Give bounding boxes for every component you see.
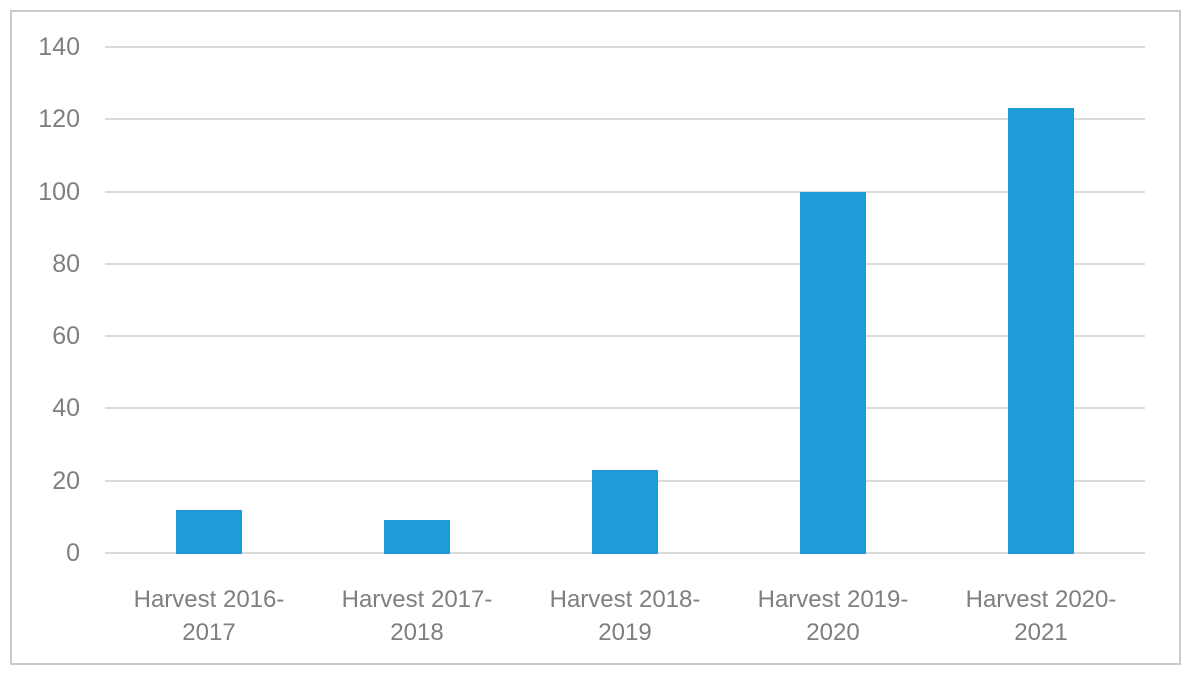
x-tick-label: Harvest 2020- 2021: [965, 586, 1117, 646]
bar-harvest-2019-2020: [800, 191, 866, 554]
y-tick-label: 80: [52, 249, 80, 278]
plot-area: 0 20 40 60 80 100 120 140 Harvest 2016- 2017 Harv…: [12, 12, 1179, 663]
gridline-y-40: [105, 407, 1145, 410]
y-tick-label: 0: [66, 539, 80, 567]
x-tick-label: Harvest 2017- 2018: [341, 586, 493, 646]
bar-harvest-2018-2019: [592, 469, 658, 554]
y-tick-label: 40: [52, 394, 80, 423]
x-tick-label: Harvest 2016- 2017: [133, 586, 285, 646]
gridline-y-80: [105, 262, 1145, 265]
bar-harvest-2017-2018: [384, 520, 450, 554]
bar-harvest-2016-2017: [176, 509, 242, 554]
gridline-y-140: [105, 46, 1145, 48]
chart-frame: 0 20 40 60 80 100 120 140 Harvest 2016- 2017 Harv…: [10, 10, 1181, 665]
bar-harvest-2020-2021: [1008, 108, 1074, 554]
x-tick-label: Harvest 2019- 2020: [757, 586, 909, 646]
gridline-y-100: [105, 190, 1145, 193]
y-tick-label: 20: [52, 466, 80, 495]
gridline-y-60: [105, 335, 1145, 338]
gridline-y-120: [105, 118, 1145, 121]
x-tick-label: Harvest 2018- 2019: [549, 586, 701, 646]
y-tick-label: 60: [52, 322, 80, 351]
y-tick-label: 100: [38, 177, 80, 206]
y-tick-label: 120: [38, 105, 80, 134]
y-tick-label: 140: [38, 33, 80, 61]
